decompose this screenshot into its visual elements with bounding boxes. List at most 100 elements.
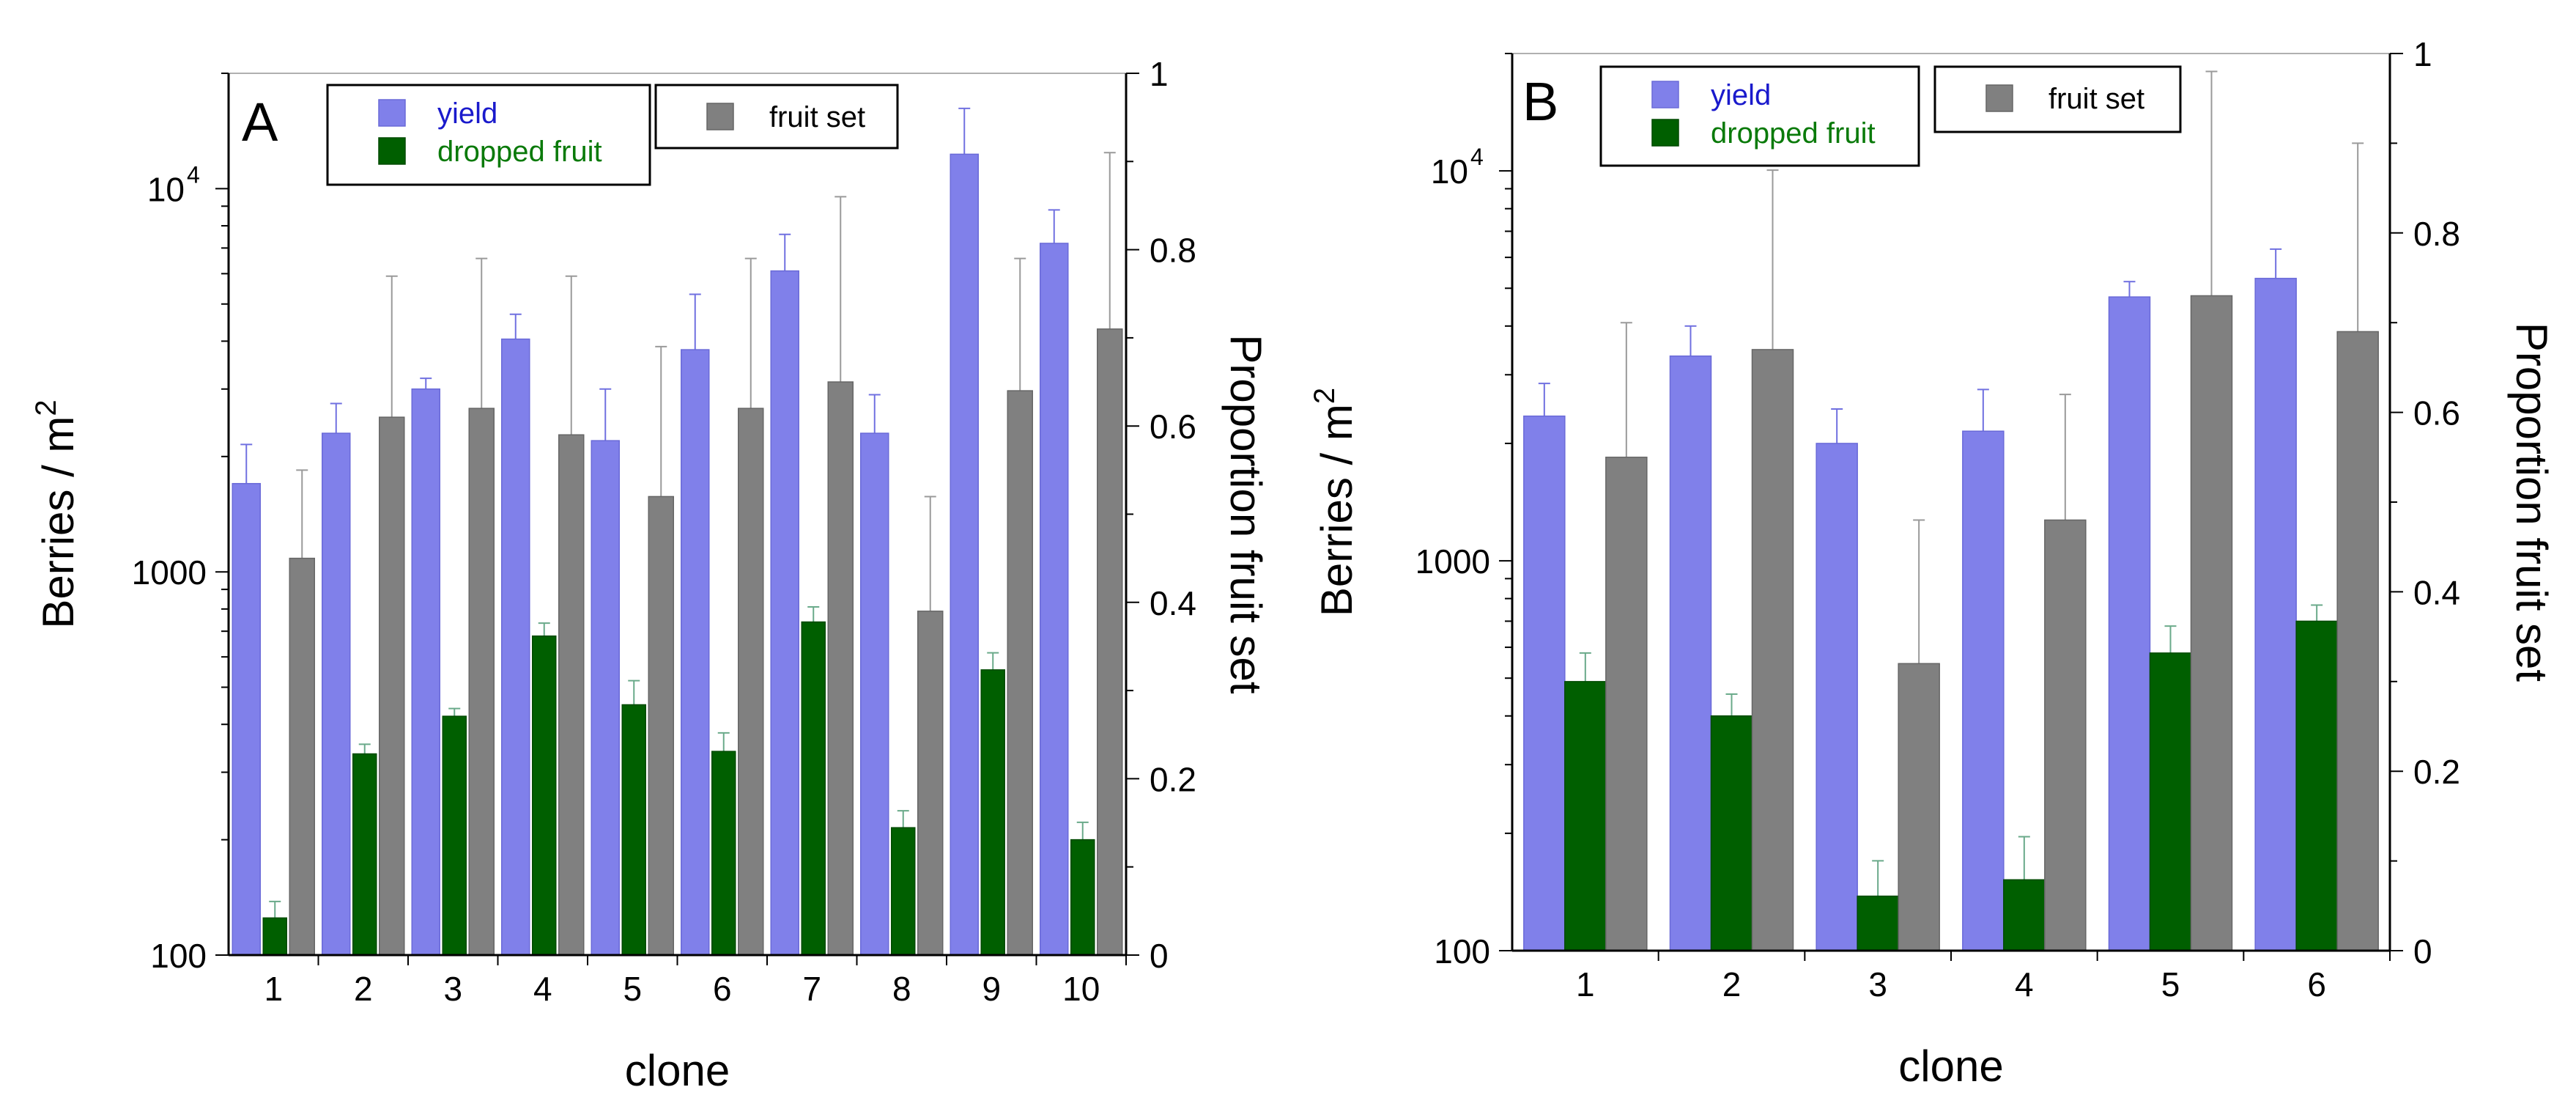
bar-fruit-set [1097,328,1123,956]
bar-fruit-set [738,408,764,956]
right-axis-title: Proportion fruit set [1221,334,1270,694]
legend-box-fruit-set [1933,65,2182,133]
bar-yield [950,153,979,956]
bar-fruit-set [468,408,495,956]
x-tick-label: 2 [354,970,373,1008]
x-tick-label: 3 [443,970,462,1008]
left-axis-title-superscript: 2 [30,399,62,416]
bar-fruit-set [2044,519,2087,951]
right-tick-label: 1 [2413,35,2432,73]
left-axis-title-text: Berries / m [34,416,83,629]
bar-fruit-set [1751,349,1794,951]
bar-dropped-fruit [1070,839,1095,956]
bar-yield [1040,243,1069,956]
bar-yield [860,432,889,956]
bar-fruit-set [917,611,944,956]
bar-dropped-fruit [2149,652,2192,951]
right-tick-label: 0.4 [2413,573,2460,611]
bar-dropped-fruit [442,715,467,956]
bar-dropped-fruit [891,827,916,956]
bar-fruit-set [648,495,674,956]
left-axis-title-superscript: 2 [1309,388,1341,404]
bar-yield [1816,443,1858,951]
panel-label: B [1522,71,1558,132]
right-tick-label: 0.2 [1150,760,1196,798]
bar-yield [591,440,620,956]
bar-dropped-fruit [352,753,377,956]
bar-fruit-set [2190,295,2233,951]
bar-dropped-fruit [621,704,646,956]
right-axis-title: Proportion fruit set [2507,323,2556,682]
bar-fruit-set [1898,663,1940,951]
bar-fruit-set [1605,457,1648,951]
legend-label-dropped-fruit: dropped fruit [1711,117,1876,150]
bar-yield [770,270,799,956]
x-tick-label: 2 [1722,965,1742,1003]
bar-fruit-set [827,381,854,956]
bar-yield [232,482,261,956]
bar-dropped-fruit [980,669,1005,956]
x-tick-label: 5 [623,970,642,1008]
legend-label-dropped-fruit: dropped fruit [437,136,602,168]
x-tick-label: 6 [2307,965,2326,1003]
bar-yield [681,349,710,956]
left-tick-label: 100 [1434,932,1490,970]
panel-label: A [242,92,278,152]
legend-swatch-dropped-fruit [1651,119,1679,147]
legend-label-yield: yield [1711,79,1771,111]
bar-yield [1523,415,1566,951]
bar-yield [1962,430,2005,951]
left-axis-title: Berries / m2 [1309,388,1361,616]
x-tick-label: 6 [713,970,732,1008]
bar-fruit-set [558,434,585,956]
left-tick-label: 10 [147,170,185,208]
left-tick-label: 100 [150,937,207,975]
x-tick-label: 10 [1062,970,1100,1008]
bar-dropped-fruit [262,917,287,956]
right-tick-label: 0 [1150,937,1169,975]
x-axis-title: clone [625,1046,730,1095]
legend-swatch-yield [1651,81,1679,108]
bar-yield [2108,296,2151,951]
bar-dropped-fruit [1857,895,1899,951]
bar-yield [2254,278,2297,951]
legend-swatch-dropped-fruit [378,137,406,165]
x-tick-label: 8 [892,970,911,1008]
right-tick-label: 0.4 [1150,584,1196,622]
bar-fruit-set [2336,331,2379,951]
legend-box-fruit-set [654,84,899,150]
legend-swatch-fruit-set [706,103,734,130]
x-tick-label: 4 [2015,965,2034,1003]
legend-label-fruit-set: fruit set [769,101,865,133]
right-tick-label: 0 [2413,932,2432,970]
bar-yield [322,432,351,956]
bar-yield [501,338,530,956]
x-tick-label: 4 [533,970,552,1008]
left-axis-title: Berries / m2 [30,399,83,628]
bar-dropped-fruit [1710,715,1753,951]
right-tick-label: 0.6 [1150,408,1196,446]
bar-fruit-set [289,557,315,956]
legend-label-yield: yield [437,97,497,130]
bar-yield [1669,355,1712,951]
x-tick-label: 9 [982,970,1001,1008]
x-tick-label: 1 [264,970,283,1008]
right-tick-label: 1 [1150,55,1169,93]
bar-dropped-fruit [2003,879,2046,951]
legend-swatch-fruit-set [1985,84,2013,112]
bar-fruit-set [1007,390,1033,956]
right-tick-label: 0.8 [1150,232,1196,270]
x-axis-title: clone [1898,1042,2003,1091]
left-tick-label: 1000 [132,553,207,592]
bar-dropped-fruit [2295,620,2338,951]
bar-dropped-fruit [711,751,736,956]
bar-dropped-fruit [532,635,557,956]
x-tick-label: 5 [2161,965,2180,1003]
left-tick-exponent: 4 [1470,144,1484,170]
left-tick-label: 10 [1431,152,1468,191]
left-tick-label: 1000 [1415,542,1490,581]
bar-fruit-set [379,416,405,956]
